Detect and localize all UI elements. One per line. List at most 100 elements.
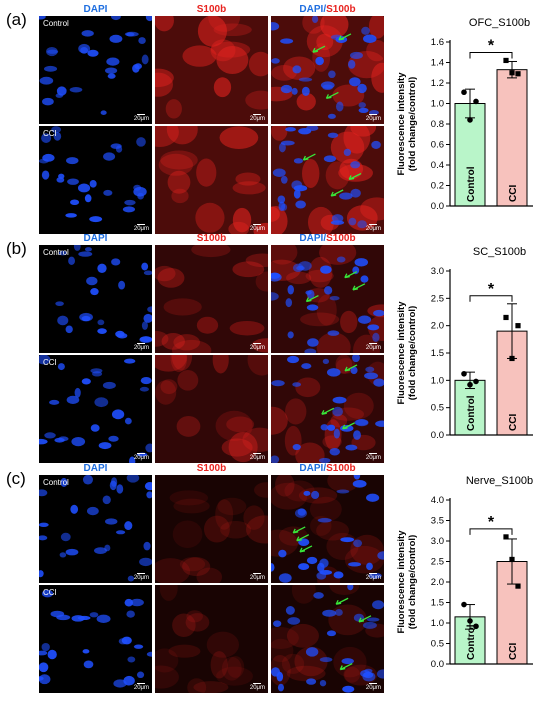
- scale-bar-label: 20μm: [133, 685, 149, 691]
- column-header-merge: DAPI/S100b: [271, 463, 384, 474]
- tile-cci-merge: 20μm: [271, 126, 384, 234]
- y-tick-label: 1.6: [431, 37, 444, 48]
- scale-bar-line: [369, 683, 378, 684]
- scale-bar: 20μm: [366, 683, 381, 691]
- micrograph-image: [271, 245, 384, 353]
- data-point: [461, 370, 467, 377]
- y-tick-label: 0.2: [431, 181, 444, 192]
- significance-bracket: [469, 51, 513, 59]
- scale-bar: 20μm: [134, 343, 149, 351]
- data-point: [503, 314, 509, 321]
- micrograph-image: [155, 16, 268, 124]
- row-label-control: Control: [43, 248, 69, 257]
- arrow-marker: [335, 597, 349, 605]
- row-label-control: Control: [43, 478, 69, 487]
- tile-control-dapi: Control 20μm: [39, 475, 152, 583]
- scale-bar-label: 20μm: [249, 116, 265, 122]
- x-category-label: CCI: [508, 185, 519, 202]
- panel-letter: (b): [6, 239, 27, 258]
- tile-cci-s100b: 20μm: [155, 585, 268, 693]
- significance-star: *: [488, 514, 495, 531]
- scale-bar-line: [137, 224, 146, 225]
- y-tick-label: 0.0: [431, 430, 444, 441]
- significance-bracket: [469, 295, 513, 302]
- scale-bar-label: 20μm: [365, 455, 381, 461]
- data-point: [515, 323, 521, 329]
- tile-cci-s100b: 20μm: [155, 126, 268, 234]
- tile-control-s100b: 20μm: [155, 475, 268, 583]
- chart-title: OFC_S100b: [469, 17, 530, 29]
- tile-control-merge: 20μm: [271, 245, 384, 353]
- scale-bar: 20μm: [134, 683, 149, 691]
- scale-bar-label: 20μm: [249, 345, 265, 351]
- tile-control-merge: 20μm: [271, 475, 384, 583]
- micrograph-image: [39, 585, 152, 693]
- scale-bar-label: 20μm: [249, 455, 265, 461]
- scale-bar: 20μm: [366, 343, 381, 351]
- y-tick-label: 3.0: [431, 536, 444, 547]
- micrograph-image: [271, 355, 384, 463]
- y-axis-label: Fluorescence intensity(fold change/contr…: [396, 72, 418, 176]
- micrograph-image: [155, 245, 268, 353]
- column-header-merge: DAPI/S100b: [271, 4, 384, 15]
- arrow-marker: [342, 422, 355, 430]
- tile-control-s100b: 20μm: [155, 16, 268, 124]
- tile-cci-merge: 20μm: [271, 585, 384, 693]
- data-point: [509, 70, 515, 76]
- bar-control: [454, 379, 486, 436]
- data-point: [473, 98, 479, 105]
- chart-svg: SC_S100b Fluorescence intensity(fold chan…: [396, 246, 533, 441]
- data-point: [467, 381, 473, 388]
- column-header-s100b: S100b: [196, 233, 227, 244]
- panel-letter: (a): [6, 10, 27, 29]
- y-tick-label: 1.2: [431, 78, 444, 89]
- data-point: [509, 556, 515, 563]
- scale-bar: 20μm: [250, 683, 265, 691]
- scale-bar-label: 20μm: [249, 685, 265, 691]
- micrograph-image: [39, 16, 152, 124]
- chart-svg: OFC_S100b Fluorescence intensity(fold cha…: [396, 17, 533, 212]
- arrow-marker: [305, 294, 319, 303]
- tile-cci-dapi: CCI 20μm: [39, 355, 152, 463]
- micrograph-image: [39, 475, 152, 583]
- significance-bracket: [469, 528, 513, 535]
- column-header-dapi: DAPI: [83, 4, 108, 15]
- y-tick-label: 1.0: [431, 618, 444, 629]
- y-tick-label: 0.6: [431, 140, 444, 151]
- row-label-cci: CCI: [43, 129, 57, 138]
- scale-bar-line: [369, 224, 378, 225]
- bar-chart-2: Nerve_S100b Fluorescence intensity(fold c…: [388, 472, 548, 687]
- row-label-cci: CCI: [43, 588, 57, 597]
- data-point: [473, 623, 479, 630]
- scale-bar-line: [253, 573, 262, 574]
- tile-control-dapi: Control 20μm: [39, 16, 152, 124]
- x-category-label: Control: [466, 624, 477, 660]
- data-point: [461, 89, 467, 96]
- micrograph-image: [271, 126, 384, 234]
- y-tick-label: 2.5: [431, 557, 444, 568]
- arrow-marker: [344, 271, 358, 279]
- tile-control-merge: 20μm: [271, 16, 384, 124]
- micrograph-image: [39, 245, 152, 353]
- y-tick-label: 0.8: [431, 119, 444, 130]
- y-tick-label: 0.5: [431, 403, 444, 414]
- y-tick-label: 1.5: [431, 598, 444, 609]
- scale-bar-label: 20μm: [365, 575, 381, 581]
- scale-bar-line: [253, 683, 262, 684]
- data-point: [467, 117, 473, 123]
- scale-bar-line: [253, 114, 262, 115]
- scale-bar: 20μm: [250, 343, 265, 351]
- y-tick-label: 1.0: [431, 375, 444, 386]
- y-axis-label: Fluorescence intensity(fold change/contr…: [396, 530, 418, 634]
- arrow-marker: [302, 153, 316, 161]
- y-tick-label: 0.0: [431, 659, 444, 670]
- data-point: [503, 534, 509, 540]
- scale-bar: 20μm: [250, 573, 265, 581]
- arrow-marker: [296, 534, 310, 542]
- scale-bar: 20μm: [366, 453, 381, 461]
- scale-bar-line: [137, 573, 146, 574]
- bar-chart-0: OFC_S100b Fluorescence intensity(fold cha…: [388, 14, 548, 229]
- column-header-merge: DAPI/S100b: [271, 233, 384, 244]
- tile-control-dapi: Control 20μm: [39, 245, 152, 353]
- scale-bar-line: [369, 573, 378, 574]
